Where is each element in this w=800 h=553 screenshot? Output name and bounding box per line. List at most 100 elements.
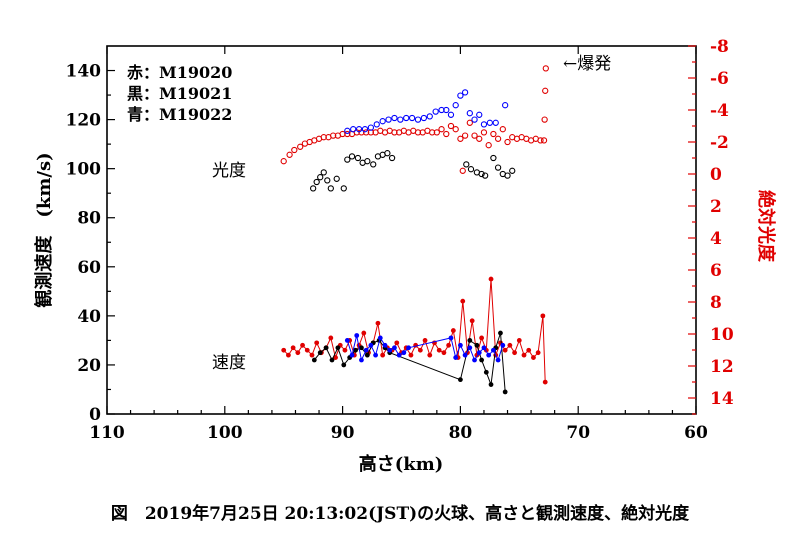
speed-point-M19020 <box>512 350 517 356</box>
brightness-point-M19020 <box>485 142 492 149</box>
brightness-point-M19022 <box>403 114 410 122</box>
brightness-point-M19021 <box>354 154 362 162</box>
brightness-point-M19020 <box>443 130 450 138</box>
speed-point-M19020 <box>361 330 367 336</box>
brightness-point-M19021 <box>309 185 317 192</box>
brightness-point-M19021 <box>388 154 396 162</box>
brightness-point-M19020 <box>280 158 287 165</box>
brightness-point-M19021 <box>504 172 511 179</box>
speed-point-M19021 <box>341 362 347 368</box>
speed-point-M19020 <box>540 313 546 319</box>
brightness-point-M19022 <box>355 126 363 133</box>
burst-annotation: ←爆発 <box>563 54 611 74</box>
brightness-point-M19020 <box>297 143 304 150</box>
speed-point-M19020 <box>333 355 338 360</box>
brightness-point-M19021 <box>467 166 475 173</box>
brightness-point-M19021 <box>348 153 356 160</box>
brightness-point-M19021 <box>490 154 497 162</box>
brightness-point-M19022 <box>452 102 459 109</box>
brightness-point-M19020 <box>541 116 548 123</box>
speed-point-M19020 <box>394 340 400 346</box>
speed-point-M19020 <box>375 320 381 326</box>
speed-point-M19020 <box>290 345 296 351</box>
speed-point-M19022 <box>490 347 496 353</box>
brightness-point-M19020 <box>480 129 488 136</box>
brightness-point-M19020 <box>459 167 466 174</box>
brightness-point-M19020 <box>291 146 298 154</box>
brightness-point-M19020 <box>286 151 293 158</box>
speed-point-M19021 <box>335 345 341 351</box>
brightness-point-M19021 <box>509 167 516 174</box>
speed-point-M19020 <box>286 352 291 358</box>
brightness-point-M19021 <box>320 169 327 176</box>
speed-point-M19021 <box>467 338 473 343</box>
speed-point-M19022 <box>467 345 473 351</box>
speed-point-M19022 <box>453 355 459 360</box>
left-y-tick-label: 40 <box>77 307 101 327</box>
x-tick-label: 100 <box>207 423 243 443</box>
x-tick-label: 110 <box>89 423 125 443</box>
plot-frame <box>106 45 697 415</box>
brightness-point-M19022 <box>502 102 509 109</box>
left-y-tick-label: 0 <box>89 405 101 425</box>
brightness-point-M19021 <box>340 185 347 192</box>
speed-point-M19020 <box>417 347 423 353</box>
right-y-tick-label: -2 <box>710 133 729 153</box>
legend-entry-blue: 青：M19022 <box>127 105 232 124</box>
speed-point-M19022 <box>472 357 477 363</box>
x-tick-label: 90 <box>331 423 355 443</box>
brightness-point-M19021 <box>384 150 391 157</box>
right-y-tick-label: 14 <box>710 389 734 409</box>
series-brightness-M19020 <box>280 65 549 174</box>
x-tick-label: 80 <box>449 423 473 443</box>
data-series-layer <box>280 65 549 395</box>
speed-point-M19020 <box>380 352 386 358</box>
left-y-tick-label: 140 <box>66 62 102 82</box>
speed-point-M19021 <box>317 350 323 356</box>
brightness-point-M19022 <box>391 114 398 122</box>
speed-point-M19022 <box>476 350 482 356</box>
brightness-point-M19021 <box>333 175 340 182</box>
brightness-point-M19020 <box>499 126 506 133</box>
speed-point-M19020 <box>441 350 447 356</box>
speed-point-M19022 <box>392 345 397 351</box>
x-axis: 110 100 90 80 70 60 <box>89 46 708 443</box>
brightness-point-M19022 <box>385 116 392 123</box>
speed-point-M19020 <box>516 338 522 343</box>
brightness-point-M19022 <box>457 92 464 99</box>
right-y-axis-label: 絶対光度 <box>755 190 777 263</box>
left-y-axis: 0 20 40 60 80 100 120 140 <box>66 62 115 425</box>
right-y-tick-label: 0 <box>710 165 722 185</box>
left-y-axis-label: 観測速度 (km/s) <box>33 152 55 307</box>
brightness-point-M19020 <box>452 126 459 133</box>
left-y-tick-label: 20 <box>77 356 101 376</box>
brightness-point-M19021 <box>317 174 324 181</box>
left-y-tick-label: 120 <box>66 111 102 131</box>
brightness-point-M19022 <box>426 113 433 120</box>
brightness-point-M19020 <box>537 137 544 144</box>
speed-point-M19020 <box>542 379 548 385</box>
speed-point-M19021 <box>458 377 463 383</box>
brightness-point-M19021 <box>324 177 331 184</box>
brightness-point-M19021 <box>481 172 489 179</box>
brightness-point-M19020 <box>471 132 478 139</box>
x-axis-label: 高さ(km) <box>359 453 444 475</box>
right-y-tick-label: -8 <box>710 37 729 57</box>
speed-point-M19022 <box>359 357 364 363</box>
speed-point-M19022 <box>481 345 487 351</box>
speed-point-M19020 <box>342 347 348 353</box>
right-y-tick-label: -6 <box>710 69 729 89</box>
speed-line-M19020 <box>283 279 546 383</box>
speed-point-M19020 <box>295 350 301 356</box>
speed-point-M19022 <box>344 338 350 343</box>
speed-point-M19021 <box>329 357 335 363</box>
speed-point-M19021 <box>483 369 489 375</box>
brightness-point-M19021 <box>313 178 320 186</box>
speed-point-M19021 <box>488 382 494 387</box>
brightness-point-M19020 <box>433 129 440 136</box>
speed-point-M19022 <box>396 352 402 358</box>
brightness-point-M19022 <box>447 111 455 118</box>
speed-point-M19022 <box>354 333 360 338</box>
brightness-point-M19021 <box>344 156 351 163</box>
